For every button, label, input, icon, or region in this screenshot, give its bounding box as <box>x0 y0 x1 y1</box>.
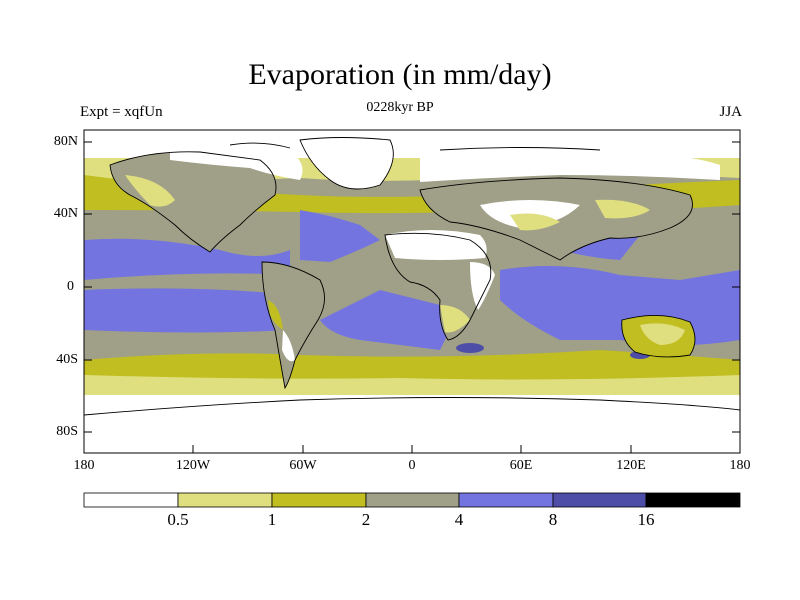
lon-label-180w: 180 <box>73 458 95 473</box>
coastlines <box>84 137 740 416</box>
colorbar-swatch-2 <box>177 492 273 508</box>
colorbar-label-1: 1 <box>267 510 277 529</box>
lat-ticks <box>84 141 740 433</box>
colorbar-swatch-1 <box>83 492 179 508</box>
lat-label-40n: 40N <box>53 206 78 221</box>
colorbar-swatch-6 <box>552 492 647 508</box>
colorbar <box>83 492 741 508</box>
colorbar-label-16: 16 <box>637 510 655 529</box>
map-title: Evaporation (in mm/day) <box>248 58 552 91</box>
lon-label-120w: 120W <box>175 458 211 473</box>
evaporation-field <box>84 130 740 453</box>
lat-label-80s: 80S <box>56 424 78 439</box>
season-label: JJA <box>719 104 742 120</box>
colorbar-label-8: 8 <box>548 510 558 529</box>
lon-label-180e: 180 <box>729 458 751 473</box>
period-label: 0228kyr BP <box>366 100 434 115</box>
colorbar-swatch-3 <box>271 492 367 508</box>
colorbar-swatch-5 <box>458 492 554 508</box>
lat-label-0: 0 <box>67 279 74 294</box>
lat-label-80n: 80N <box>53 134 78 149</box>
colorbar-label-4: 4 <box>454 510 464 529</box>
colorbar-label-2: 2 <box>361 510 371 529</box>
lon-label-60e: 60E <box>509 458 533 473</box>
colorbar-label-0-5: 0.5 <box>167 510 189 529</box>
lon-label-60w: 60W <box>289 458 317 473</box>
experiment-label: Expt = xqfUn <box>80 104 163 120</box>
lat-label-40s: 40S <box>56 352 78 367</box>
lon-label-0: 0 <box>408 458 416 473</box>
lon-ticks <box>83 445 741 453</box>
lon-label-120e: 120E <box>616 458 646 473</box>
colorbar-swatch-4 <box>365 492 460 508</box>
colorbar-swatch-7 <box>645 492 741 508</box>
